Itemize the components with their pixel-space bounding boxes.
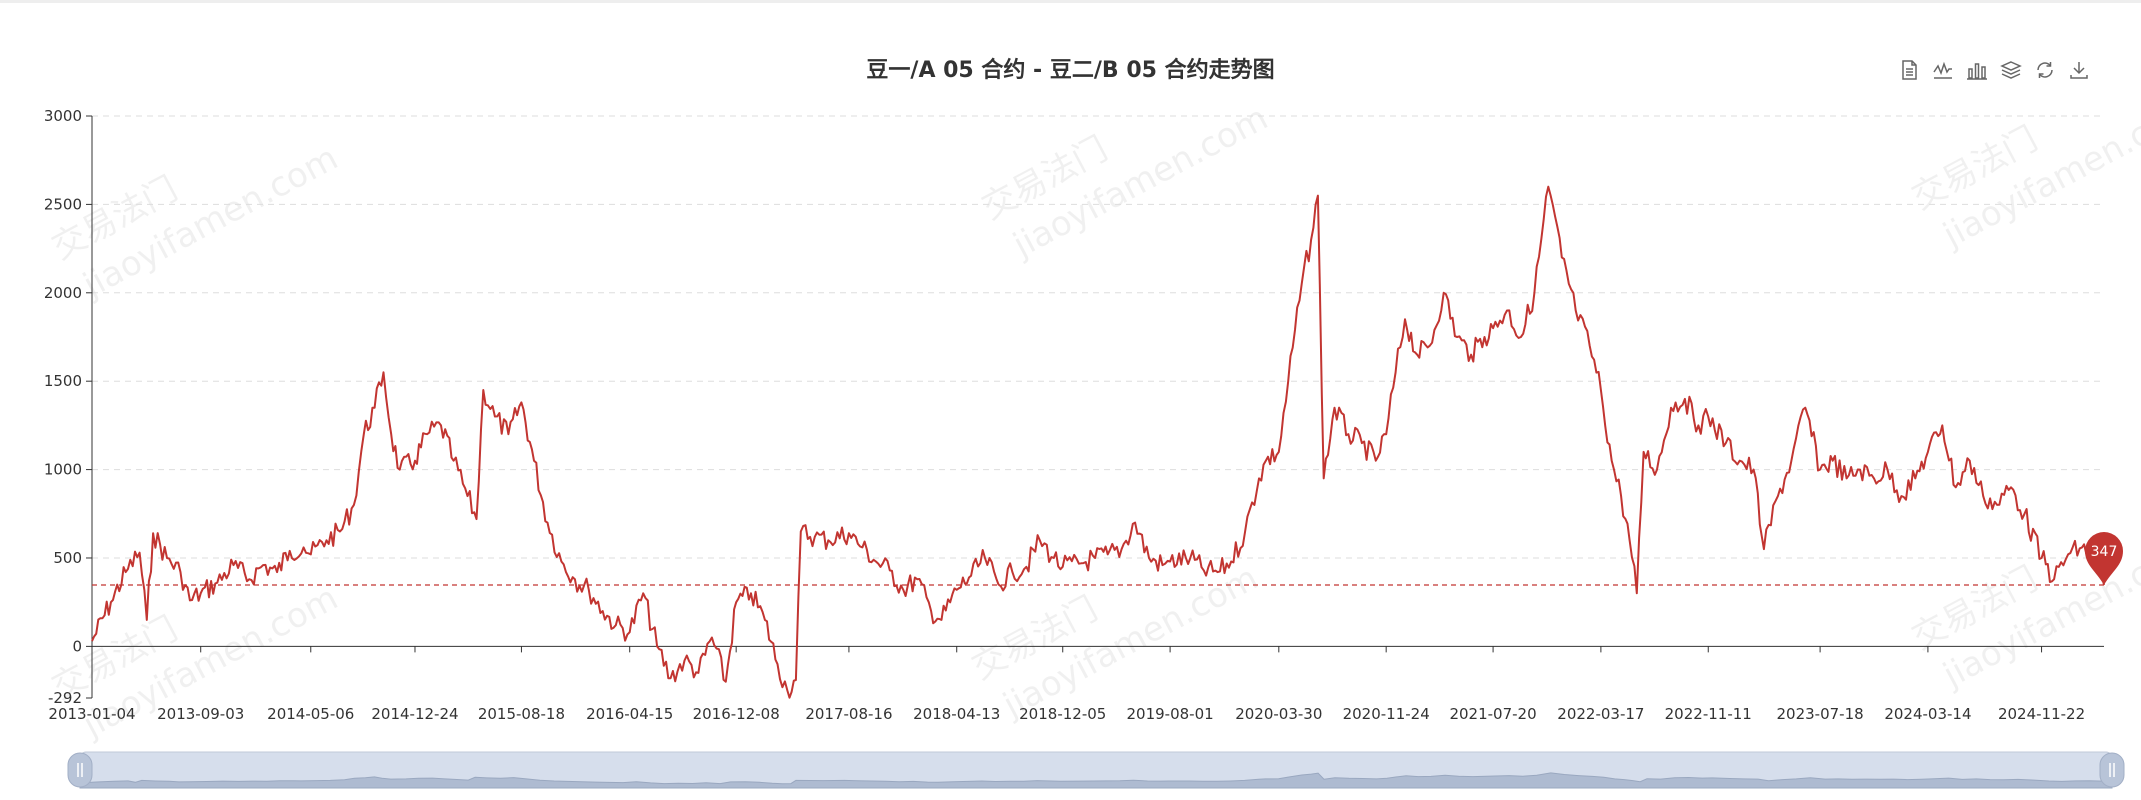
series-line	[91, 185, 2105, 699]
y-tick-label: 3000	[44, 107, 82, 125]
y-tick-label: 0	[72, 637, 82, 655]
x-tick-label: 2017-08-16	[805, 705, 892, 723]
x-tick-label: 2016-04-15	[586, 705, 673, 723]
y-tick-label: 1000	[44, 461, 82, 479]
x-tick-label: 2024-11-22	[1998, 705, 2085, 723]
x-tick-label: 2024-03-14	[1884, 705, 1971, 723]
top-divider	[0, 0, 2141, 3]
x-tick-label: 2021-07-20	[1449, 705, 1536, 723]
y-tick-label: 500	[53, 549, 82, 567]
data-view-icon[interactable]	[1897, 58, 1921, 82]
x-tick-label: 2022-11-11	[1665, 705, 1752, 723]
x-tick-label: 2013-01-04	[48, 705, 135, 723]
x-tick-label: 2014-05-06	[267, 705, 354, 723]
x-tick-label: 2018-12-05	[1019, 705, 1106, 723]
y-tick-label: 1500	[44, 372, 82, 390]
zoom-handle-right	[2099, 752, 2125, 788]
x-tick-label: 2013-09-03	[157, 705, 244, 723]
x-tick-label: 2019-08-01	[1127, 705, 1214, 723]
x-tick-label: 2023-07-18	[1777, 705, 1864, 723]
series-layer: 347	[91, 185, 2123, 699]
line-chart-icon[interactable]	[1931, 58, 1955, 82]
stack-icon[interactable]	[1999, 58, 2023, 82]
zoom-handle-left	[67, 752, 93, 788]
datazoom-slider[interactable]	[67, 751, 2125, 789]
grid-lines	[92, 115, 2104, 559]
bar-chart-icon[interactable]	[1965, 58, 1989, 82]
x-tick-label: 2015-08-18	[478, 705, 565, 723]
x-tick-label: 2020-11-24	[1343, 705, 1430, 723]
x-tick-label: 2022-03-17	[1557, 705, 1644, 723]
restore-icon[interactable]	[2033, 58, 2057, 82]
y-tick-label: -292	[48, 689, 82, 707]
x-tick-label: 2018-04-13	[913, 705, 1000, 723]
zoom-preview	[79, 772, 2113, 789]
chart-toolbox	[1897, 58, 2091, 82]
x-tick-label: 2020-03-30	[1235, 705, 1322, 723]
x-tick-label: 2016-12-08	[693, 705, 780, 723]
download-icon[interactable]	[2067, 58, 2091, 82]
y-tick-label: 2000	[44, 284, 82, 302]
last-value-marker: 347	[2085, 532, 2123, 586]
y-tick-label: 2500	[44, 195, 82, 213]
last-value-label: 347	[2091, 544, 2118, 560]
pin-shape	[2085, 532, 2123, 586]
chart-title: 豆一/A 05 合约 - 豆二/B 05 合约走势图	[866, 58, 1275, 83]
x-tick-label: 2014-12-24	[371, 705, 458, 723]
watermarks: 交易法门jiaoyifamen.com交易法门jiaoyifamen.com交易…	[45, 88, 2141, 746]
